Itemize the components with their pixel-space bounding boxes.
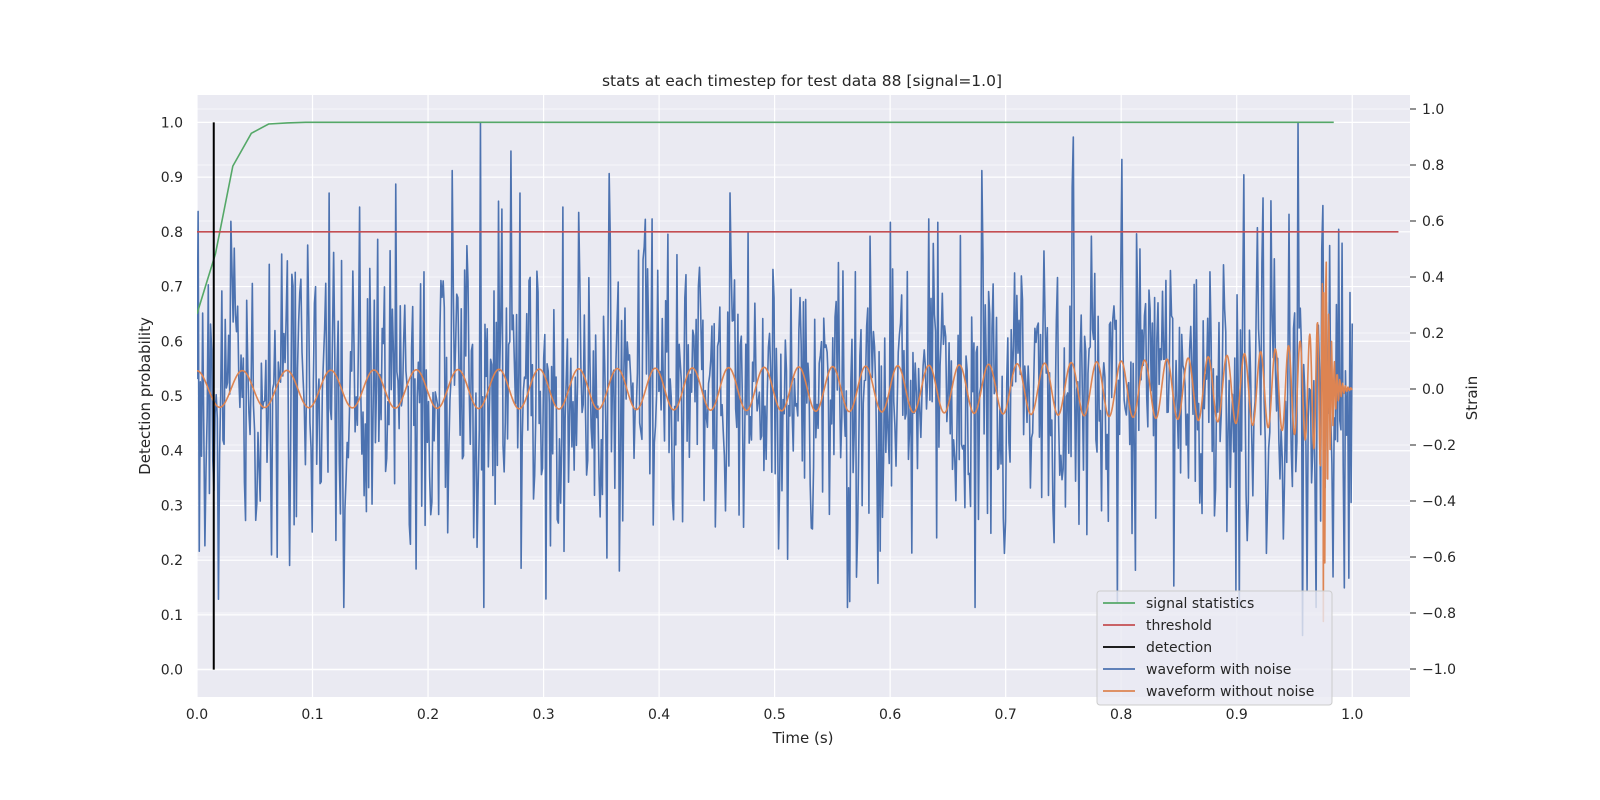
chart-title: stats at each timestep for test data 88 … — [602, 72, 1002, 90]
y2-tick-label: 0.6 — [1422, 214, 1444, 230]
x-tick-label: 0.9 — [1226, 707, 1248, 723]
y-tick-label: 0.7 — [161, 280, 183, 296]
y-tick-label: 0.8 — [161, 225, 183, 241]
y-axis-label: Detection probability — [136, 317, 154, 475]
y2-tick-label: −0.8 — [1422, 606, 1456, 622]
y-tick-label: 0.5 — [161, 389, 183, 405]
y2-tick-label: −1.0 — [1422, 662, 1456, 678]
y2-tick-label: −0.6 — [1422, 550, 1456, 566]
series-waveform-with-noise — [197, 122, 1354, 637]
x-tick-label: 0.0 — [186, 707, 208, 723]
series-signal-statistics — [197, 121, 1334, 315]
y2-tick-label: −0.4 — [1422, 494, 1456, 510]
y2-tick-label: 0.4 — [1422, 270, 1444, 286]
x-tick-label: 0.7 — [995, 707, 1017, 723]
y-tick-label: 0.0 — [161, 663, 183, 679]
x-tick-label: 0.3 — [532, 707, 554, 723]
y-tick-label: 0.6 — [161, 334, 183, 350]
legend-label: waveform without noise — [1146, 684, 1314, 700]
y-tick-label: 0.2 — [161, 553, 183, 569]
legend-label: detection — [1146, 640, 1212, 656]
legend-label: signal statistics — [1146, 596, 1254, 612]
legend: signal statistics threshold detection wa… — [1096, 590, 1333, 706]
x-tick-label: 0.1 — [301, 707, 323, 723]
y2-tick-label: 0.0 — [1422, 382, 1444, 398]
y-tick-label: 0.1 — [161, 608, 183, 624]
y2-tick-label: 0.2 — [1422, 326, 1444, 342]
legend-entry-threshold: threshold — [1103, 618, 1212, 634]
y2-tick-label: 1.0 — [1422, 102, 1444, 118]
x-tick-label: 1.0 — [1341, 707, 1363, 723]
legend-entry-waveform-with-noise: waveform with noise — [1103, 662, 1291, 678]
x-axis-ticks: 0.0 0.1 0.2 0.3 0.4 0.5 0.6 0.7 0.8 0.9 1.0 — [186, 707, 1364, 723]
y-tick-label: 1.0 — [161, 115, 183, 131]
series-waveform-without-noise — [197, 261, 1353, 623]
x-axis-label: Time (s) — [772, 729, 834, 747]
y-tick-label: 0.4 — [161, 444, 183, 460]
legend-label: threshold — [1146, 618, 1212, 634]
y-axis-ticks: 0.0 0.1 0.2 0.3 0.4 0.5 0.6 0.7 0.8 0.9 1.0 — [161, 115, 183, 678]
y-tick-label: 0.9 — [161, 170, 183, 186]
legend-entry-signal-statistics: signal statistics — [1103, 596, 1254, 612]
y2-axis-label: Strain — [1463, 376, 1481, 420]
y2-tick-label: 0.8 — [1422, 158, 1444, 174]
x-tick-label: 0.4 — [648, 707, 670, 723]
legend-entry-waveform-without-noise: waveform without noise — [1103, 684, 1314, 700]
x-tick-label: 0.5 — [763, 707, 785, 723]
x-tick-label: 0.8 — [1110, 707, 1132, 723]
x-tick-label: 0.6 — [879, 707, 901, 723]
legend-label: waveform with noise — [1146, 662, 1291, 678]
legend-box — [1096, 590, 1333, 706]
y2-tick-label: −0.2 — [1422, 438, 1456, 454]
y2-axis-ticks: −1.0 −0.8 −0.6 −0.4 −0.2 0.0 0.2 0.4 0.6 0.8 1.0 — [1410, 102, 1456, 678]
x-tick-label: 0.2 — [417, 707, 439, 723]
legend-entry-detection: detection — [1103, 640, 1212, 656]
y-tick-label: 0.3 — [161, 498, 183, 514]
